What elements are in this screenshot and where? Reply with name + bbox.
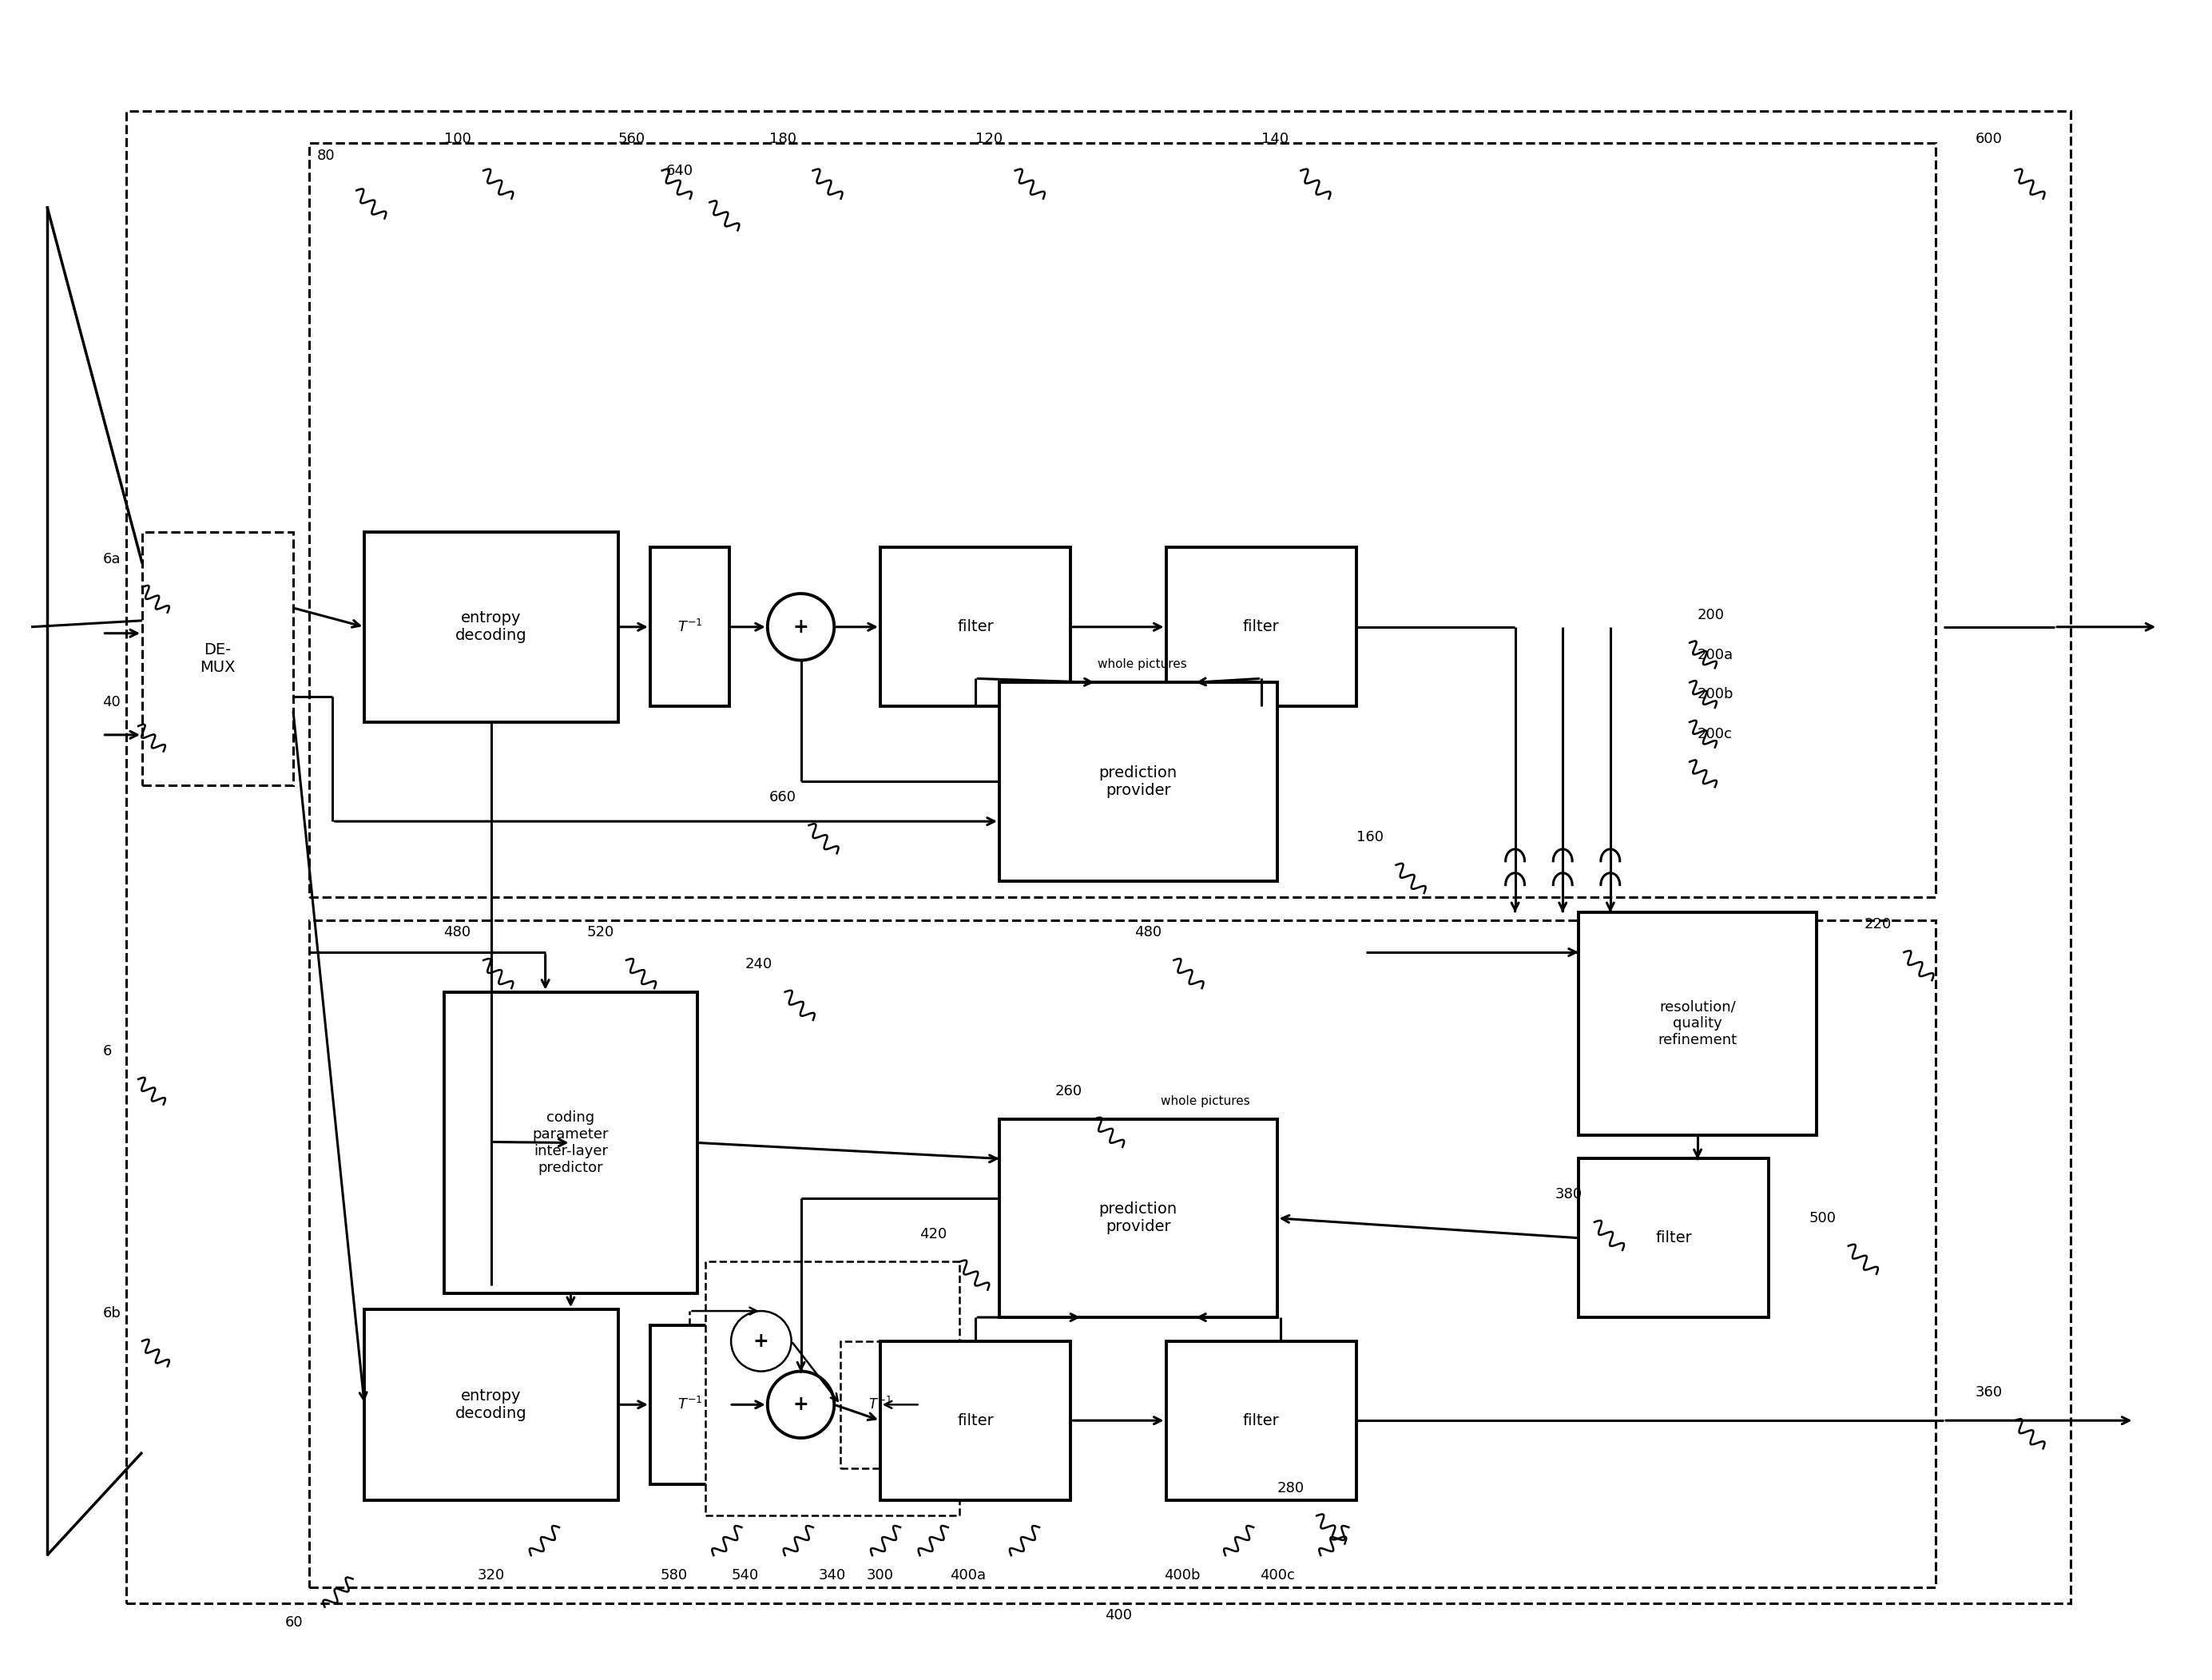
Text: $T^{-1}$: $T^{-1}$ [677, 1396, 703, 1413]
Circle shape [768, 1371, 834, 1438]
Text: 280: 280 [1276, 1480, 1305, 1495]
Text: filter: filter [1243, 1413, 1279, 1428]
Text: $T^{-1}$: $T^{-1}$ [677, 618, 703, 635]
Text: 400a: 400a [949, 1567, 987, 1583]
FancyBboxPatch shape [880, 1341, 1071, 1500]
FancyBboxPatch shape [365, 531, 619, 722]
Text: entropy
decoding: entropy decoding [456, 1388, 526, 1421]
Text: entropy
decoding: entropy decoding [456, 610, 526, 643]
FancyBboxPatch shape [1166, 1341, 1356, 1500]
FancyBboxPatch shape [650, 548, 730, 706]
Text: 340: 340 [818, 1567, 847, 1583]
Text: 100: 100 [445, 131, 471, 146]
Text: 220: 220 [1865, 917, 1891, 932]
Text: 6a: 6a [102, 553, 119, 566]
Text: filter: filter [958, 1413, 993, 1428]
Text: 260: 260 [1055, 1084, 1082, 1099]
Text: 660: 660 [770, 790, 796, 805]
Text: resolution/
quality
refinement: resolution/ quality refinement [1659, 1000, 1736, 1048]
FancyBboxPatch shape [1000, 1119, 1276, 1317]
FancyBboxPatch shape [841, 1341, 920, 1468]
FancyBboxPatch shape [650, 1326, 730, 1483]
Text: DE-
MUX: DE- MUX [199, 642, 234, 675]
Text: whole pictures: whole pictures [1161, 1095, 1250, 1107]
Text: 400: 400 [1104, 1608, 1133, 1623]
Text: 180: 180 [770, 131, 796, 146]
Text: 60: 60 [285, 1616, 303, 1630]
FancyBboxPatch shape [310, 921, 1936, 1588]
Text: 140: 140 [1261, 131, 1287, 146]
Text: 200a: 200a [1697, 647, 1734, 662]
Text: 200: 200 [1697, 608, 1725, 622]
Text: 560: 560 [619, 131, 646, 146]
Text: 400b: 400b [1164, 1567, 1199, 1583]
Circle shape [768, 593, 834, 660]
Text: 160: 160 [1356, 830, 1382, 845]
Text: 6: 6 [102, 1045, 111, 1058]
FancyBboxPatch shape [310, 143, 1936, 897]
Text: filter: filter [1243, 620, 1279, 635]
FancyBboxPatch shape [445, 991, 697, 1294]
Text: 300: 300 [867, 1567, 894, 1583]
Text: filter: filter [1655, 1230, 1692, 1245]
Text: 40: 40 [102, 696, 122, 709]
FancyBboxPatch shape [1579, 912, 1816, 1134]
Text: prediction
provider: prediction provider [1099, 1201, 1177, 1235]
Text: 200c: 200c [1697, 727, 1732, 741]
Text: 320: 320 [478, 1567, 504, 1583]
Text: 120: 120 [975, 131, 1002, 146]
Text: filter: filter [958, 620, 993, 635]
Text: 360: 360 [1975, 1386, 2002, 1399]
Text: 640: 640 [666, 163, 692, 178]
Text: 6b: 6b [102, 1305, 122, 1320]
Text: 480: 480 [445, 926, 471, 939]
Text: 600: 600 [1975, 131, 2002, 146]
Text: prediction
provider: prediction provider [1099, 766, 1177, 798]
Text: 80: 80 [316, 148, 334, 163]
Text: 500: 500 [1809, 1211, 1836, 1225]
Text: +: + [754, 1332, 770, 1351]
FancyBboxPatch shape [126, 111, 2070, 1603]
Text: 480: 480 [1135, 926, 1161, 939]
FancyBboxPatch shape [880, 548, 1071, 706]
FancyBboxPatch shape [1000, 682, 1276, 880]
Text: 580: 580 [659, 1567, 688, 1583]
Text: 520: 520 [586, 926, 615, 939]
FancyBboxPatch shape [1166, 548, 1356, 706]
Text: $T^{-1}$: $T^{-1}$ [869, 1396, 891, 1413]
Text: 400c: 400c [1259, 1567, 1294, 1583]
Text: 420: 420 [920, 1226, 947, 1242]
FancyBboxPatch shape [365, 1309, 619, 1500]
FancyBboxPatch shape [1579, 1159, 1770, 1317]
FancyBboxPatch shape [706, 1262, 960, 1515]
FancyBboxPatch shape [142, 531, 292, 786]
Text: coding
parameter
inter-layer
predictor: coding parameter inter-layer predictor [533, 1110, 608, 1174]
Text: 200b: 200b [1697, 687, 1734, 702]
Text: 240: 240 [745, 958, 772, 971]
Text: +: + [792, 617, 810, 637]
Circle shape [730, 1310, 792, 1371]
Text: 380: 380 [1555, 1188, 1582, 1201]
Text: 540: 540 [732, 1567, 759, 1583]
Text: whole pictures: whole pictures [1097, 659, 1188, 670]
Text: +: + [792, 1394, 810, 1415]
